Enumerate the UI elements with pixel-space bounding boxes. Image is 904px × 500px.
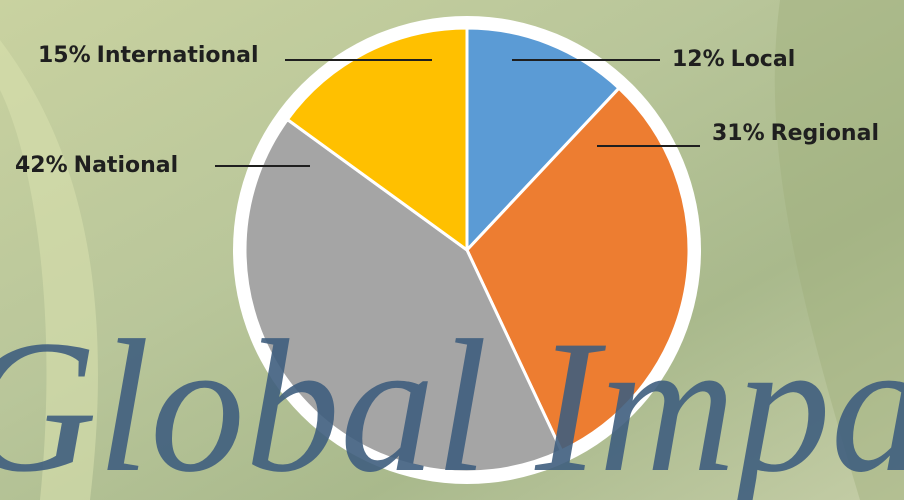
- slice-label: 31% Regional: [712, 121, 879, 146]
- category-label: Regional: [771, 121, 879, 146]
- value-label: 42%: [15, 153, 68, 178]
- pie-slice: [465, 86, 691, 453]
- pie-slice: [465, 26, 622, 254]
- category-label: Local: [731, 47, 796, 72]
- slice-label: 12% Local: [672, 47, 795, 72]
- value-label: 12%: [672, 47, 725, 72]
- leaf: [774, 0, 904, 500]
- pie-slice: [243, 117, 564, 474]
- value-label: 15%: [38, 43, 91, 68]
- category-label: National: [74, 153, 178, 178]
- slice-label: 42% National: [15, 153, 178, 178]
- chart-title: Global Impact: [0, 302, 904, 500]
- pie-slice: [285, 26, 469, 253]
- slice-label: 15% International: [38, 43, 259, 68]
- leaf: [0, 40, 98, 500]
- category-label: International: [97, 43, 259, 68]
- value-label: 31%: [712, 121, 765, 146]
